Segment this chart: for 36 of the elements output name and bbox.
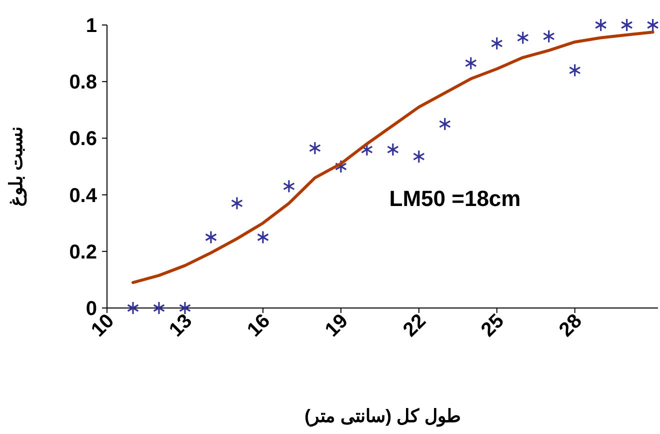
x-tick-label: 28 — [555, 310, 586, 342]
point — [334, 160, 347, 174]
point — [230, 196, 243, 210]
point — [152, 301, 165, 315]
x-tick-label: 19 — [321, 310, 352, 342]
point — [464, 56, 477, 70]
y-axis-title: نسبت بلوغ — [6, 126, 27, 207]
point — [282, 180, 295, 194]
point — [412, 150, 425, 164]
x-axis-title: طول کل (سانتی متر) — [304, 406, 460, 427]
point — [126, 301, 139, 315]
x-tick-label: 13 — [165, 310, 197, 342]
point — [386, 142, 399, 156]
x-tick-label: 22 — [399, 310, 430, 342]
point — [568, 63, 581, 78]
point — [256, 230, 269, 244]
annotation: LM50 =18cm — [389, 186, 521, 211]
point — [438, 117, 451, 131]
point — [646, 18, 659, 32]
y-tick-label: 0 — [86, 298, 97, 320]
line-series — [131, 30, 654, 284]
point — [516, 30, 529, 45]
x-tick-label: 16 — [243, 310, 274, 342]
point — [178, 301, 191, 315]
point — [204, 230, 217, 244]
point — [308, 141, 321, 155]
y-tick-label: 1 — [86, 15, 97, 37]
point — [490, 36, 503, 50]
point — [542, 30, 555, 44]
y-tick-label: 0.8 — [69, 72, 97, 94]
x-tick-label: 25 — [477, 310, 508, 342]
y-tick-label: 0.6 — [69, 128, 97, 150]
y-tick-label: 0.4 — [69, 184, 98, 207]
y-tick-label: 0.2 — [69, 241, 97, 264]
point — [620, 18, 633, 32]
point — [594, 18, 607, 32]
